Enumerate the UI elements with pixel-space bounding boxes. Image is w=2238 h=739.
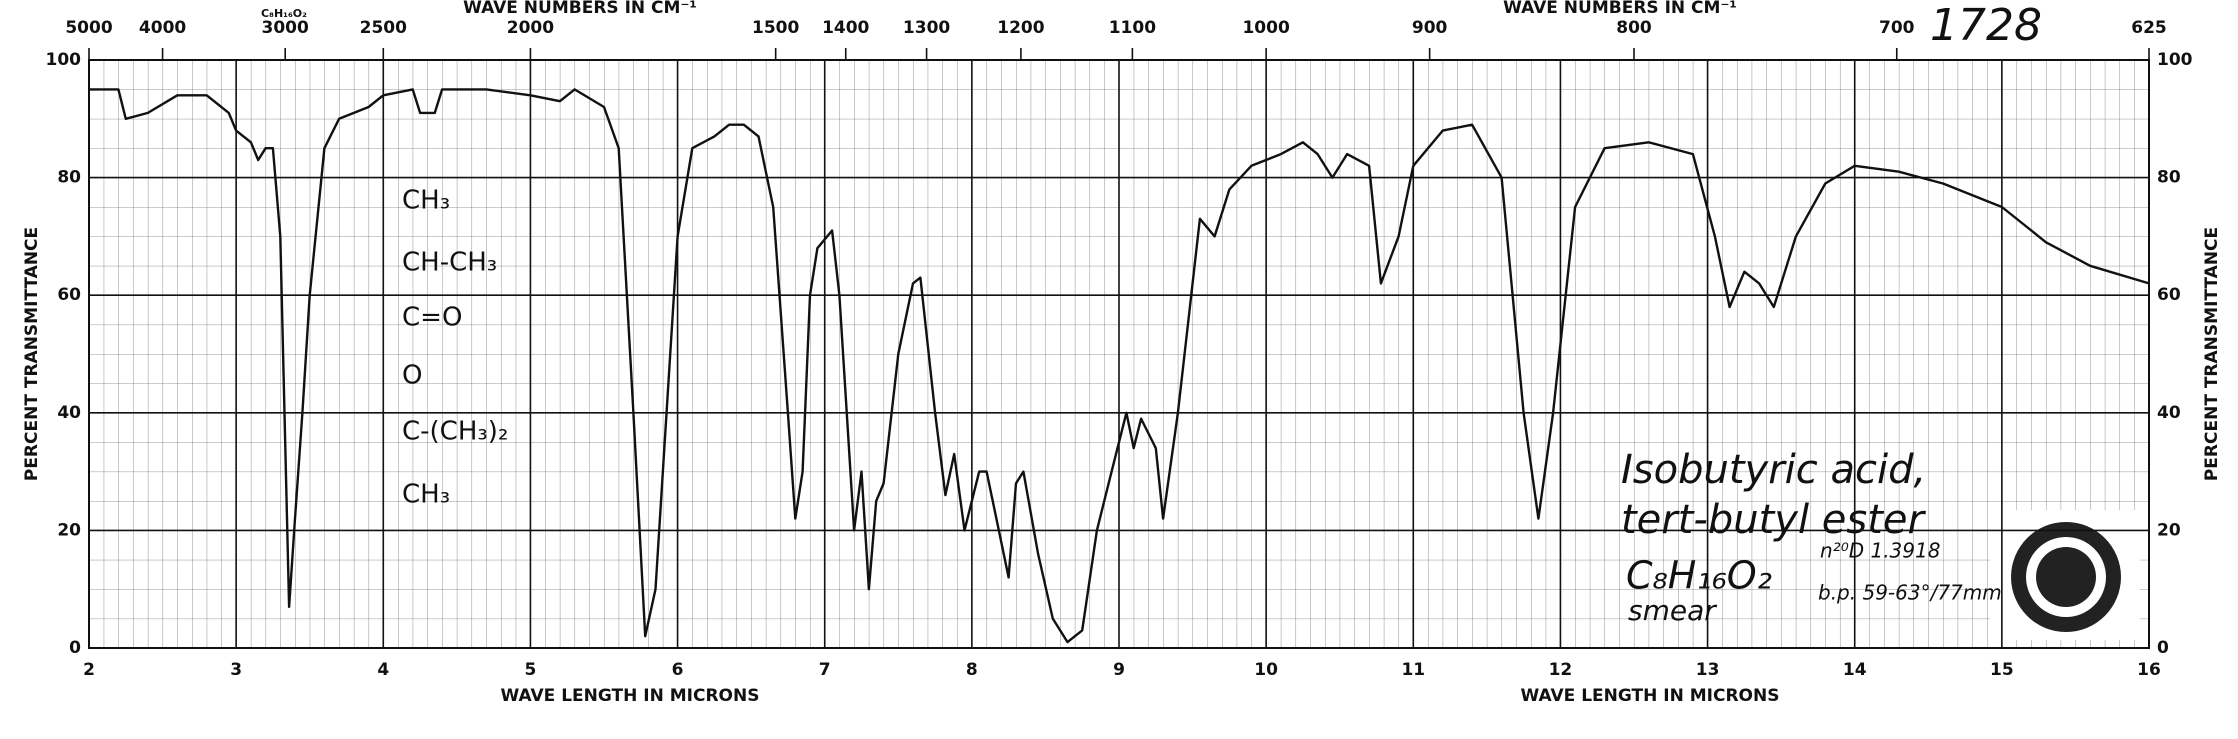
spectrum-line: [89, 88, 2150, 644]
header-formula: C₈H₁₆O₂: [261, 7, 307, 20]
structure-line: CH-CH₃: [402, 248, 497, 278]
x2-tick-label: 3000: [262, 18, 309, 38]
y-tick-label: 100: [46, 50, 82, 70]
x-tick-label: 11: [1401, 660, 1425, 680]
x-tick-label: 6: [672, 660, 684, 680]
x2-tick-label: 1000: [1242, 18, 1289, 38]
structure-line: C-(CH₃)₂: [402, 417, 508, 447]
structure-line: O: [402, 361, 422, 391]
formula: C₈H₁₆O₂: [1626, 554, 1772, 598]
x-tick-label: 3: [230, 660, 242, 680]
x-tick-label: 16: [2137, 660, 2161, 680]
structure-line: CH₃: [402, 186, 450, 216]
x2-tick-label: 2500: [360, 18, 407, 38]
x2-tick-label: 700: [1879, 18, 1915, 38]
y2-tick-label: 60: [2157, 285, 2181, 305]
x2-tick-label: 800: [1616, 18, 1652, 38]
x-tick-label: 8: [966, 660, 978, 680]
x-tick-label: 15: [1990, 660, 2014, 680]
x2-tick-label: 1500: [752, 18, 799, 38]
labels: WAVE NUMBERS IN CM⁻¹ WAVE NUMBERS IN CM⁻…: [22, 0, 2222, 706]
y-axis-label: PERCENT TRANSMITTANCE: [2202, 227, 2222, 481]
y-tick-label: 40: [57, 403, 81, 423]
x-axis-label: WAVE LENGTH IN MICRONS: [1521, 686, 1780, 706]
x-tick-label: 4: [377, 660, 389, 680]
y-axis-label: PERCENT TRANSMITTANCE: [22, 227, 42, 481]
y-tick-label: 20: [57, 520, 81, 540]
x-tick-label: 12: [1549, 660, 1573, 680]
y2-tick-label: 100: [2157, 50, 2193, 70]
x2-tick-label: 1100: [1109, 18, 1156, 38]
x2-tick-label: 2000: [507, 18, 554, 38]
x-tick-label: 14: [1843, 660, 1867, 680]
y2-tick-label: 20: [2157, 520, 2181, 540]
x2-tick-label: 1200: [997, 18, 1044, 38]
x2-tick-label: 625: [2131, 18, 2167, 38]
y-tick-label: 60: [57, 285, 81, 305]
sample-number: 1728: [1930, 0, 2042, 51]
x-tick-label: 5: [525, 660, 537, 680]
y2-tick-label: 80: [2157, 168, 2181, 188]
y2-tick-label: 40: [2157, 403, 2181, 423]
sample-name: tert-butyl ester: [1621, 497, 1927, 543]
logo-core: [2036, 547, 2096, 607]
y-tick-label: 0: [69, 638, 81, 658]
x-tick-label: 9: [1113, 660, 1125, 680]
x2-tick-label: 5000: [65, 18, 112, 38]
structure-line: C=O: [402, 303, 462, 333]
x2-tick-label: 1400: [822, 18, 869, 38]
structure-line: CH₃: [402, 480, 450, 510]
x-tick-label: 13: [1696, 660, 1720, 680]
x2-tick-label: 4000: [139, 18, 186, 38]
x-tick-label: 10: [1254, 660, 1278, 680]
x-axis-label: WAVE LENGTH IN MICRONS: [501, 686, 760, 706]
phase: smear: [1628, 594, 1717, 627]
x-tick-label: 2: [83, 660, 95, 680]
refractive-index: n²⁰D 1.3918: [1820, 539, 1940, 563]
x2-tick-label: 1300: [903, 18, 950, 38]
y-tick-label: 80: [57, 168, 81, 188]
boiling-point: b.p. 59-63°/77mm: [1818, 581, 2002, 605]
x2-axis-label: WAVE NUMBERS IN CM⁻¹: [1503, 0, 1737, 18]
x-tick-label: 7: [819, 660, 831, 680]
y2-tick-label: 0: [2157, 638, 2169, 658]
x2-axis-label: WAVE NUMBERS IN CM⁻¹: [463, 0, 697, 18]
x2-tick-label: 900: [1412, 18, 1448, 38]
sample-name: Isobutyric acid,: [1621, 447, 1926, 493]
